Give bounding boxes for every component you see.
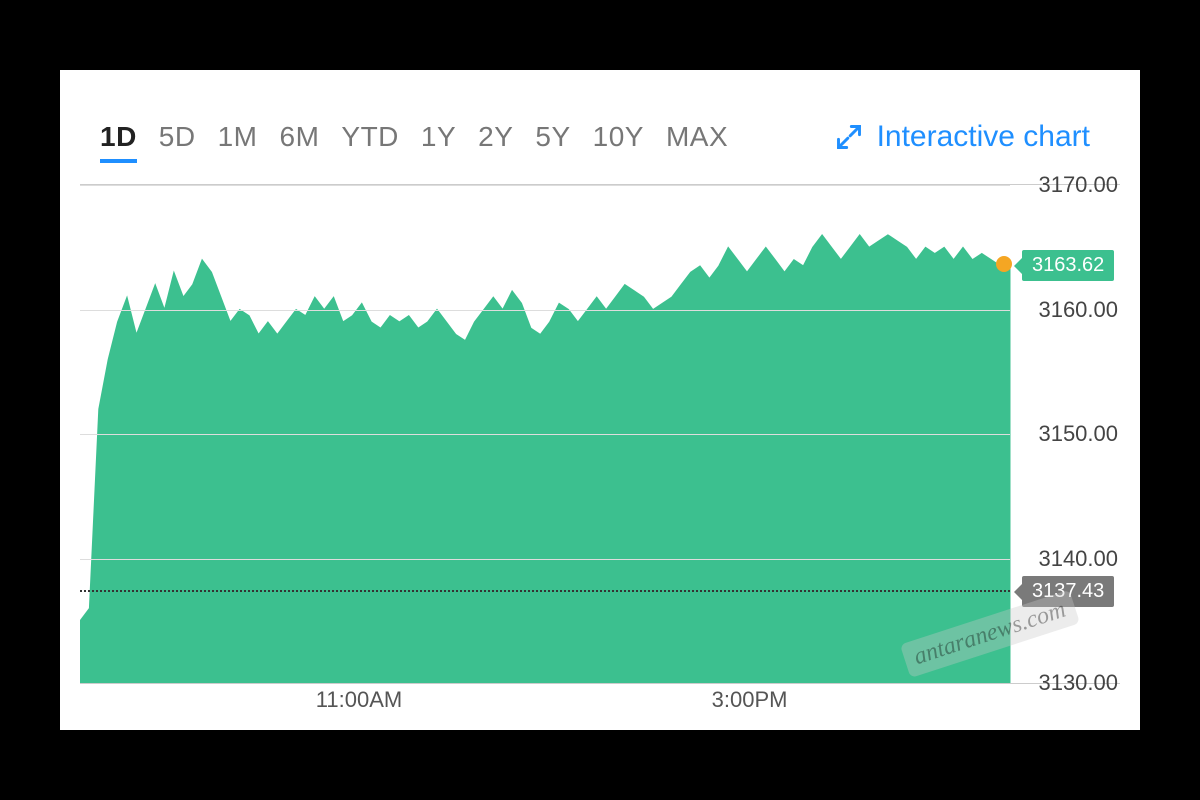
prev-close-line [80, 590, 1010, 592]
range-tab-5y[interactable]: 5Y [535, 121, 570, 153]
range-tab-10y[interactable]: 10Y [593, 121, 644, 153]
prev-close-flag: 3137.43 [1022, 576, 1114, 607]
range-tab-6m[interactable]: 6M [280, 121, 320, 153]
chart-area[interactable]: 3130.003140.003150.003160.003170.00 3163… [80, 184, 1120, 684]
x-axis-labels: 11:00AM 3:00PM [80, 687, 1120, 717]
x-tick-label: 3:00PM [712, 687, 788, 713]
range-tab-2y[interactable]: 2Y [478, 121, 513, 153]
outer-frame: 1D 5D 1M 6M YTD 1Y 2Y 5Y 10Y MAX Interactive char… [0, 0, 1200, 800]
current-price-marker [996, 256, 1012, 272]
range-tab-max[interactable]: MAX [666, 121, 728, 153]
range-tab-1d[interactable]: 1D [100, 121, 137, 153]
range-tab-5d[interactable]: 5D [159, 121, 196, 153]
time-range-tabs: 1D 5D 1M 6M YTD 1Y 2Y 5Y 10Y MAX [100, 121, 728, 153]
interactive-chart-label: Interactive chart [877, 120, 1090, 154]
x-tick-label: 11:00AM [316, 687, 402, 713]
range-tab-ytd[interactable]: YTD [341, 121, 399, 153]
chart-card: 1D 5D 1M 6M YTD 1Y 2Y 5Y 10Y MAX Interactive char… [60, 70, 1140, 730]
toolbar: 1D 5D 1M 6M YTD 1Y 2Y 5Y 10Y MAX Interactive char… [80, 100, 1120, 184]
current-price-flag: 3163.62 [1022, 250, 1114, 281]
interactive-chart-link[interactable]: Interactive chart [835, 120, 1090, 154]
range-tab-1m[interactable]: 1M [218, 121, 258, 153]
range-tab-1y[interactable]: 1Y [421, 121, 456, 153]
expand-icon [835, 123, 863, 151]
